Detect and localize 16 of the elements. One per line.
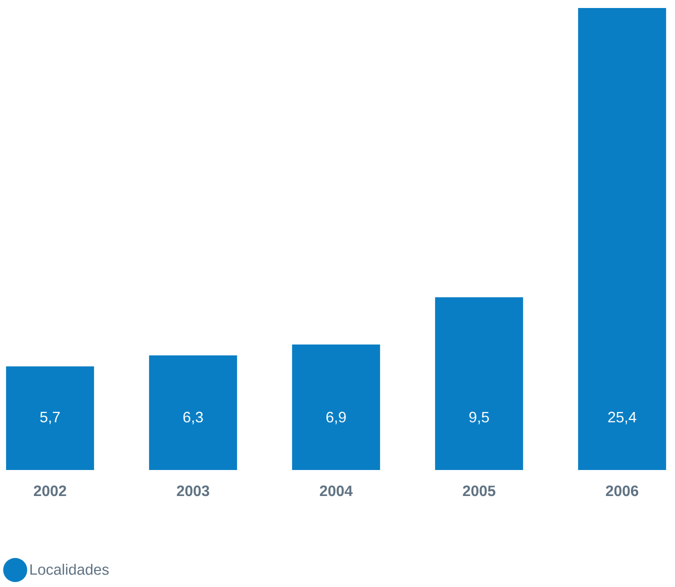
bar (292, 344, 380, 470)
legend-label: Localidades (30, 564, 109, 575)
data-label: 6,9 (326, 412, 346, 424)
x-tick-label: 2003 (176, 486, 210, 496)
x-tick-label: 2004 (320, 486, 353, 496)
bar (435, 297, 524, 470)
x-tick-label: 2005 (462, 486, 496, 496)
bar (578, 8, 666, 470)
bar (149, 355, 238, 470)
x-tick-label: 2002 (34, 486, 66, 496)
data-label: 9,5 (469, 412, 489, 424)
data-label: 6,3 (183, 412, 203, 424)
x-tick-label: 2006 (606, 486, 638, 496)
bar (6, 366, 94, 470)
data-label: 25,4 (608, 412, 636, 424)
data-label: 5,7 (40, 412, 60, 424)
